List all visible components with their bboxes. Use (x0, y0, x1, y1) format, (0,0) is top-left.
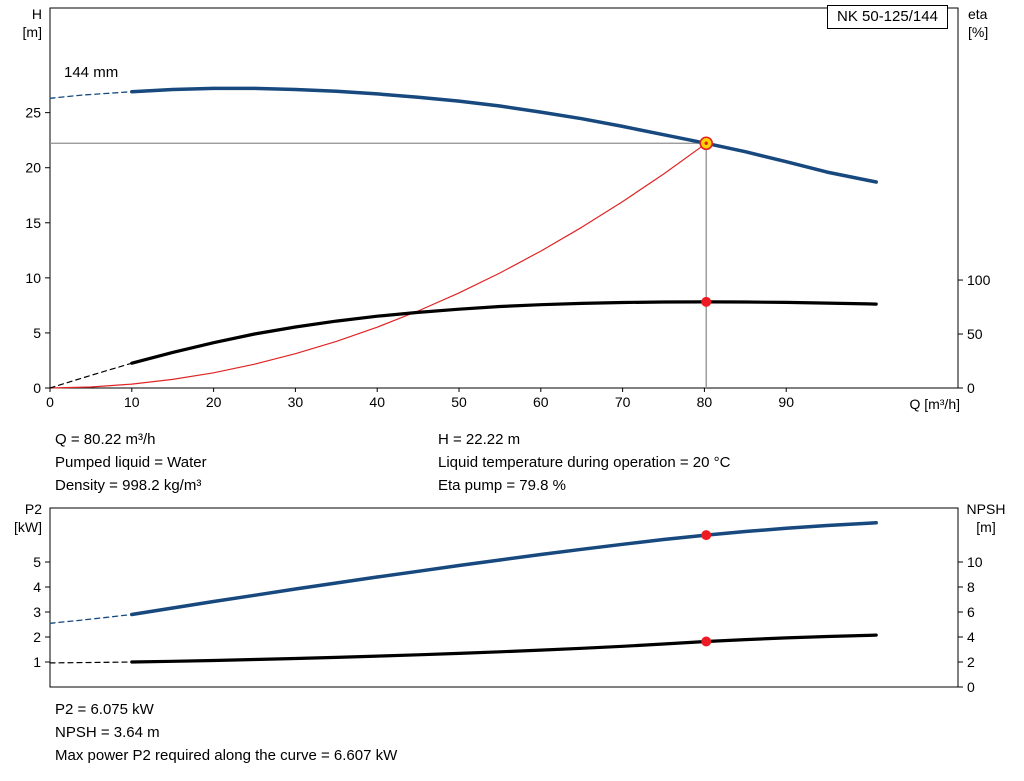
h-axis-title: H [m] (4, 5, 42, 41)
npsh-curve (130, 633, 878, 664)
x-tick-label: 80 (697, 394, 713, 410)
y-left-tick-label: 4 (33, 579, 41, 595)
npsh-axis-title: NPSH [m] (962, 500, 1010, 536)
x-tick-label: 60 (533, 394, 549, 410)
y-left-tick-label: 10 (25, 270, 41, 286)
y-right-tick-label: 6 (967, 604, 975, 620)
x-tick-label: 10 (124, 394, 140, 410)
y-left-tick-label: 5 (33, 554, 41, 570)
info-head: H = 22.22 m (438, 431, 521, 448)
y-left-tick-label: 5 (33, 325, 41, 341)
npsh-axis-unit: [m] (976, 519, 996, 535)
head-curve-extrapolation (49, 91, 133, 99)
x-axis-title: Q [m³/h] (909, 396, 960, 412)
eta-axis-name: eta (968, 6, 988, 22)
h-axis-unit: [m] (22, 24, 42, 40)
y-right-tick-label: 0 (967, 380, 975, 396)
y-left-tick-label: 1 (33, 654, 41, 670)
p2-point[interactable] (701, 530, 712, 541)
p2-curve (130, 521, 878, 617)
x-tick-label: 50 (451, 394, 467, 410)
system-curve (49, 142, 707, 389)
y-left-tick-label: 2 (33, 629, 41, 645)
impeller-diameter-label: 144 mm (64, 64, 119, 81)
duty-info-right: H = 22.22 m Liquid temperature during op… (438, 428, 730, 497)
y-left-tick-label: 25 (25, 105, 41, 121)
pump-model-badge: NK 50-125/144 (827, 5, 948, 29)
x-tick-label: 70 (615, 394, 631, 410)
y-right-tick-label: 4 (967, 629, 975, 645)
info-eta-pump: Eta pump = 79.8 % (438, 477, 566, 494)
x-tick-label: 30 (288, 394, 304, 410)
efficiency-curve-extrapolation (49, 362, 133, 389)
h-axis-name: H (31, 6, 42, 22)
power-npsh-chart-plot[interactable]: 1 2 3 4 5 0 2 4 6 8 10 (33, 507, 983, 695)
eta-axis-unit: [%] (968, 24, 989, 40)
x-tick-label: 20 (206, 394, 222, 410)
info-density: Density = 998.2 kg/m³ (55, 477, 202, 494)
y-left-tick-label: 20 (25, 160, 41, 176)
duty-info-left: Q = 80.22 m³/h Pumped liquid = Water Den… (55, 428, 207, 497)
info-flow: Q = 80.22 m³/h (55, 431, 156, 448)
y-right-tick-label: 0 (967, 679, 975, 695)
power-npsh-chart-frame (49, 507, 959, 688)
npsh-point[interactable] (701, 636, 712, 647)
info-liquid-temperature: Liquid temperature during operation = 20… (438, 454, 731, 471)
head-efficiency-chart-frame (49, 7, 959, 389)
efficiency-curve (130, 300, 878, 365)
p2-axis-name: P2 (24, 501, 42, 517)
x-tick-label: 40 (369, 394, 385, 410)
y-left-tick-label: 3 (33, 604, 41, 620)
p2-axis-unit: [kW] (14, 519, 42, 535)
y-right-tick-label: 8 (967, 579, 975, 595)
head-efficiency-chart-plot[interactable]: 0 10 20 30 40 50 60 70 80 90 0 5 10 15 20 25 0 50 100 (25, 7, 991, 410)
info-pumped-liquid: Pumped liquid = Water (55, 454, 207, 471)
info-p2-max: Max power P2 required along the curve = … (55, 747, 398, 764)
info-p2: P2 = 6.075 kW (55, 701, 154, 718)
x-tick-label: 0 (46, 394, 54, 410)
p2-curve-extrapolation (49, 613, 133, 624)
y-right-tick-label: 50 (967, 326, 983, 342)
p2-axis-title: P2 [kW] (2, 500, 42, 536)
npsh-curve-extrapolation (49, 661, 133, 664)
y-right-tick-label: 2 (967, 654, 975, 670)
y-left-tick-label: 0 (33, 380, 41, 396)
npsh-axis-name: NPSH (966, 501, 1006, 517)
y-right-tick-label: 10 (967, 554, 983, 570)
head-curve (130, 86, 878, 184)
x-tick-label: 90 (778, 394, 794, 410)
y-right-tick-label: 100 (967, 272, 991, 288)
y-left-tick-label: 15 (25, 215, 41, 231)
duty-point-center (704, 141, 708, 145)
efficiency-point[interactable] (701, 296, 712, 307)
info-npsh: NPSH = 3.64 m (55, 724, 160, 741)
power-info: P2 = 6.075 kW NPSH = 3.64 m Max power P2… (55, 698, 397, 767)
eta-axis-title: eta [%] (968, 5, 988, 41)
